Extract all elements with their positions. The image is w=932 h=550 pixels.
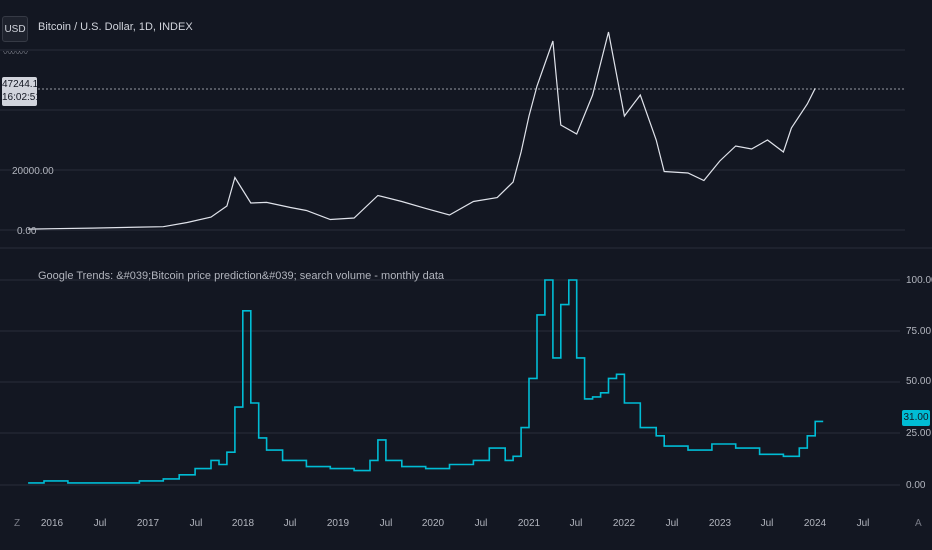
- x-tick-label: 2018: [232, 518, 255, 529]
- x-tick-label: 2021: [518, 518, 541, 529]
- x-tick-label: 2022: [613, 518, 636, 529]
- last-price-value: 47244.18: [2, 79, 44, 90]
- x-tick-label: Jul: [284, 518, 297, 529]
- last-price-label: 47244.18 16:02:51: [2, 77, 44, 106]
- price-y-tick: 20000.00: [12, 166, 54, 177]
- currency-button[interactable]: USD: [2, 16, 28, 42]
- x-tick-label: Jul: [761, 518, 774, 529]
- trends-y-tick: 100.00: [906, 275, 932, 286]
- price-y-tick: 0.00: [17, 226, 37, 237]
- trends-y-tick: 50.00: [906, 376, 931, 387]
- x-tick-label: 2016: [41, 518, 64, 529]
- x-tick-label: 2020: [422, 518, 445, 529]
- trends-series-line: [28, 279, 824, 484]
- price-series-line: [28, 31, 816, 230]
- x-tick-label: 2019: [327, 518, 350, 529]
- x-tick-label: 2024: [804, 518, 827, 529]
- x-tick-label: Jul: [190, 518, 203, 529]
- trends-last-value: 31.00: [902, 410, 930, 426]
- price-chart-title: Bitcoin / U.S. Dollar, 1D, INDEX: [38, 21, 193, 33]
- x-tick-label: Jul: [570, 518, 583, 529]
- wave-icon: 〰〰〰: [3, 48, 28, 58]
- x-tick-label: Jul: [475, 518, 488, 529]
- grid-layer: [0, 49, 905, 486]
- x-tick-label: Jul: [857, 518, 870, 529]
- bar-countdown: 16:02:51: [2, 92, 41, 103]
- trends-chart-title: Google Trends: &#039;Bitcoin price predi…: [38, 270, 445, 282]
- x-tick-label: Jul: [380, 518, 393, 529]
- x-tick-label: Jul: [666, 518, 679, 529]
- trends-y-tick: 0.00: [906, 480, 926, 491]
- x-tick-label: Jul: [94, 518, 107, 529]
- trends-y-tick: 25.00: [906, 428, 931, 439]
- trends-y-tick: 75.00: [906, 326, 931, 337]
- x-tick-label: 2023: [709, 518, 732, 529]
- auto-scale-icon[interactable]: A: [915, 518, 922, 529]
- x-tick-label: 2017: [137, 518, 160, 529]
- zoom-reset-icon[interactable]: Z: [14, 518, 21, 529]
